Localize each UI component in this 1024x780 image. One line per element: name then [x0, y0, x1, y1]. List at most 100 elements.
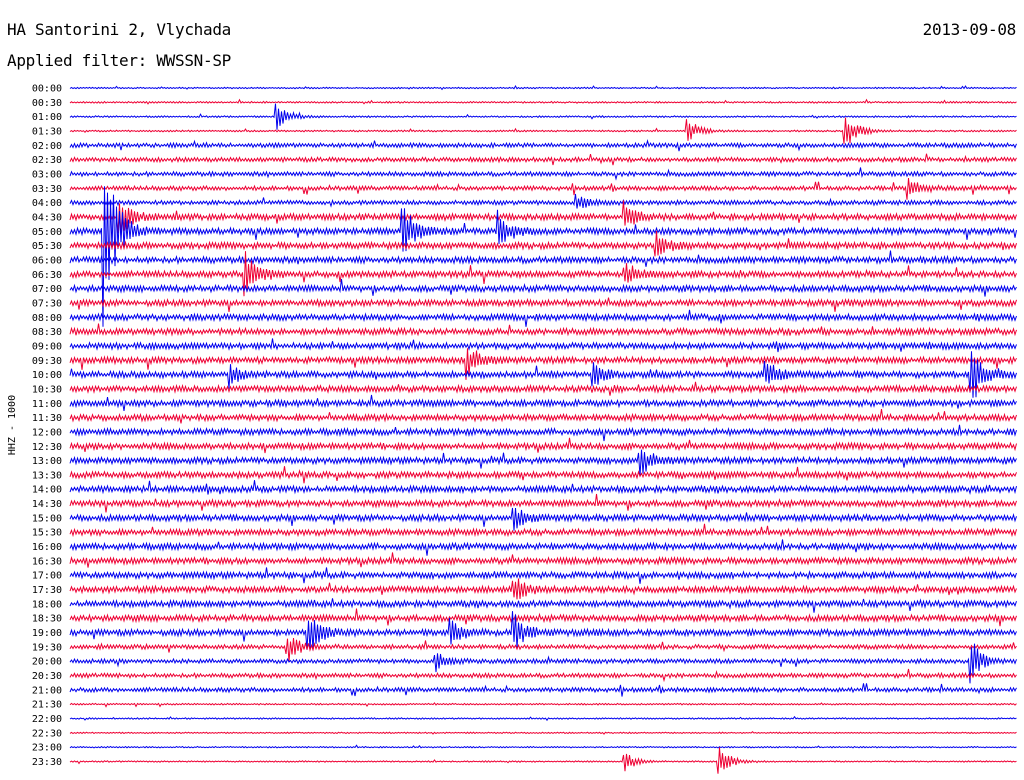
time-tick-label: 00:30	[32, 98, 62, 109]
time-tick-label: 20:30	[32, 671, 62, 682]
trace-row	[69, 523, 1017, 538]
trace-row	[69, 493, 1017, 513]
time-tick-label: 23:00	[32, 743, 62, 754]
trace-row	[69, 153, 1017, 166]
trace-group	[69, 84, 1017, 774]
time-tick-label: 07:30	[32, 298, 62, 309]
time-tick-label: 12:00	[32, 427, 62, 438]
time-tick-label: 05:30	[32, 241, 62, 252]
time-tick-label: 08:30	[32, 327, 62, 338]
date-label: 2013-09-08	[922, 20, 1017, 39]
trace-row	[69, 139, 1017, 152]
time-tick-label: 15:30	[32, 528, 62, 539]
time-tick-label: 01:30	[32, 126, 62, 137]
trace-row	[69, 539, 1017, 556]
time-tick-label: 03:00	[32, 169, 62, 180]
trace-row	[69, 424, 1017, 442]
trace-row	[69, 437, 1017, 454]
trace-row	[69, 507, 1017, 531]
time-tick-label: 06:00	[32, 255, 62, 266]
trace-row	[69, 98, 1017, 105]
trace-row	[69, 449, 1017, 477]
trace-row	[69, 637, 1017, 663]
station-title: HA Santorini 2, Vlychada	[7, 20, 231, 39]
time-tick-label: 13:30	[32, 470, 62, 481]
time-tick-label: 07:00	[32, 284, 62, 295]
time-tick-label: 16:30	[32, 556, 62, 567]
trace-row	[69, 177, 1017, 200]
time-tick-label: 02:30	[32, 155, 62, 166]
trace-row	[69, 351, 1017, 398]
trace-row	[69, 409, 1017, 424]
trace-row	[69, 251, 1017, 297]
trace-row	[69, 394, 1017, 411]
time-tick-label: 16:00	[32, 542, 62, 553]
trace-row	[69, 567, 1017, 584]
time-tick-label: 17:30	[32, 585, 62, 596]
trace-row	[69, 608, 1017, 627]
time-tick-label: 11:30	[32, 413, 62, 424]
trace-row	[69, 744, 1017, 749]
trace-row	[69, 466, 1017, 484]
time-tick-label: 19:30	[32, 642, 62, 653]
trace-row	[69, 200, 1017, 236]
trace-row	[69, 381, 1017, 396]
time-tick-label: 02:00	[32, 141, 62, 152]
trace-row	[69, 193, 1017, 209]
time-tick-label: 13:00	[32, 456, 62, 467]
trace-row	[69, 309, 1017, 327]
trace-row	[69, 117, 1017, 144]
time-tick-label: 10:00	[32, 370, 62, 381]
trace-row	[69, 348, 1017, 380]
time-tick-label: 23:30	[32, 757, 62, 768]
trace-row	[69, 250, 1017, 267]
time-tick-label: 22:00	[32, 714, 62, 725]
trace-row	[69, 297, 1017, 312]
trace-row	[69, 598, 1017, 613]
y-axis-label: HHZ - 1000	[7, 395, 18, 455]
time-tick-label: 14:30	[32, 499, 62, 510]
trace-row	[69, 668, 1017, 683]
trace-row	[69, 611, 1017, 651]
time-tick-label: 09:30	[32, 356, 62, 367]
trace-row	[69, 702, 1017, 708]
trace-row	[69, 186, 1017, 327]
time-tick-label: 09:00	[32, 341, 62, 352]
trace-row	[69, 323, 1017, 337]
time-tick-label: 19:00	[32, 628, 62, 639]
trace-row	[69, 747, 1017, 774]
time-tick-label: 15:00	[32, 513, 62, 524]
trace-row	[69, 103, 1017, 130]
trace-row	[69, 338, 1017, 353]
time-tick-label: 06:30	[32, 270, 62, 281]
trace-row	[69, 278, 1017, 297]
time-tick-label: 20:00	[32, 657, 62, 668]
time-tick-label: 11:00	[32, 399, 62, 410]
time-tick-label: 17:00	[32, 571, 62, 582]
trace-row	[69, 578, 1017, 600]
time-tick-label: 21:00	[32, 685, 62, 696]
filter-label: Applied filter: WWSSN-SP	[7, 51, 231, 70]
time-tick-label: 04:30	[32, 212, 62, 223]
time-tick-label: 18:30	[32, 614, 62, 625]
trace-row	[69, 715, 1017, 722]
time-tick-label: 08:00	[32, 313, 62, 324]
time-tick-label: 05:00	[32, 227, 62, 238]
trace-row	[69, 683, 1017, 697]
trace-row	[69, 552, 1017, 568]
time-tick-label: 10:30	[32, 384, 62, 395]
time-tick-label: 01:00	[32, 112, 62, 123]
time-tick-label: 04:00	[32, 198, 62, 209]
time-tick-label: 00:00	[32, 84, 62, 95]
time-tick-label: 21:30	[32, 700, 62, 711]
time-tick-label: 03:30	[32, 184, 62, 195]
time-tick-label: 14:00	[32, 485, 62, 496]
trace-row	[69, 230, 1017, 257]
trace-row	[69, 731, 1017, 735]
trace-row	[69, 643, 1017, 684]
trace-row	[69, 84, 1017, 91]
time-tick-label: 12:30	[32, 442, 62, 453]
time-tick-label: 18:00	[32, 599, 62, 610]
time-tick-label: 22:30	[32, 728, 62, 739]
